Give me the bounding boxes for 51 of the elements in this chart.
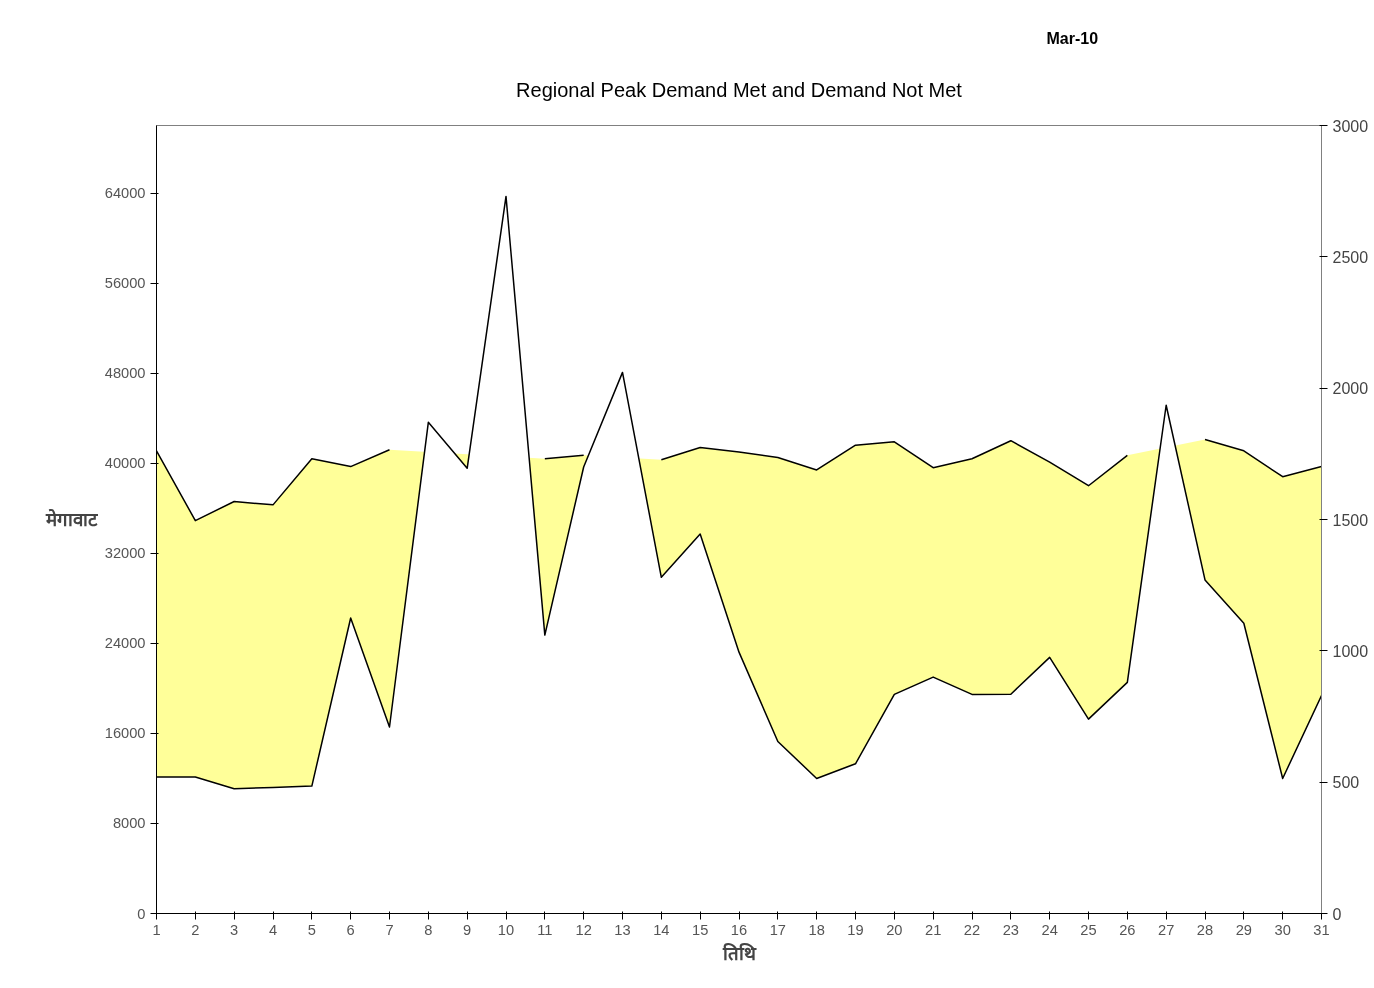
x-tick-label: 9: [463, 921, 472, 938]
x-tick-label: 27: [1158, 921, 1175, 938]
x-tick-label: 25: [1080, 921, 1097, 938]
x-tick-label: 13: [614, 921, 631, 938]
x-tick-label: 17: [769, 921, 786, 938]
y-tick-label: 48000: [104, 365, 146, 382]
x-tick-label: 6: [346, 921, 355, 938]
x-tick-label: 30: [1274, 921, 1291, 938]
x-tick-label: 5: [307, 921, 316, 938]
y-tick-label: 32000: [104, 545, 146, 562]
x-tick-label: 16: [730, 921, 748, 938]
y2-tick-label: 500: [1332, 774, 1360, 792]
x-axis-title: तिथि: [721, 941, 757, 964]
x-tick-label: 14: [653, 921, 670, 938]
y2-tick-label: 1000: [1332, 642, 1369, 660]
x-tick-label: 22: [963, 921, 981, 938]
x-tick-label: 1: [152, 921, 161, 938]
x-tick-label: 26: [1119, 921, 1136, 938]
x-tick-label: 20: [886, 921, 903, 938]
y-tick-label: 24000: [104, 635, 146, 652]
x-tick-label: 31: [1313, 921, 1330, 938]
x-tick-label: 11: [537, 921, 553, 938]
x-tick-label: 28: [1196, 921, 1214, 938]
x-tick-label: 12: [575, 921, 592, 938]
y2-tick-label: 2000: [1332, 380, 1369, 398]
y-tick-label: 16000: [104, 725, 146, 742]
y2-tick-label: 1500: [1332, 511, 1369, 529]
y-tick-label: 64000: [104, 185, 146, 202]
y-tick-label: 0: [137, 905, 146, 922]
x-tick-label: 4: [268, 921, 278, 938]
x-tick-label: 18: [808, 921, 825, 938]
y2-tick-label: 0: [1332, 905, 1342, 923]
chart-title: Regional Peak Demand Met and Demand Not Met: [516, 78, 963, 101]
y-tick-label: 56000: [104, 275, 146, 292]
y2-tick-label: 2500: [1332, 248, 1369, 266]
text: Mar-10: [1046, 29, 1099, 47]
x-tick-label: 21: [925, 921, 942, 938]
x-tick-label: 15: [692, 921, 709, 938]
x-tick-label: 3: [230, 921, 239, 938]
x-tick-label: 19: [847, 921, 864, 938]
y-axis-title: मेगावाट: [44, 508, 99, 530]
x-tick-label: 23: [1002, 921, 1019, 938]
y-tick-label: 40000: [104, 455, 146, 472]
x-tick-label: 10: [497, 921, 515, 938]
x-tick-label: 29: [1235, 921, 1252, 938]
y-tick-label: 8000: [112, 815, 146, 832]
x-tick-label: 2: [191, 921, 200, 938]
x-tick-label: 8: [424, 921, 433, 938]
y2-tick-label: 3000: [1332, 117, 1369, 135]
x-tick-label: 7: [385, 921, 394, 938]
x-tick-label: 24: [1041, 921, 1058, 938]
